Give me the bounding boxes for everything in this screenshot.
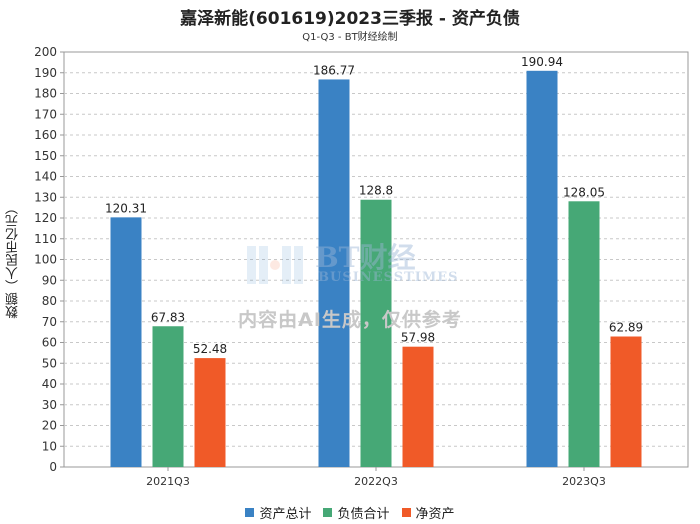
y-tick-label: 130 xyxy=(34,190,57,204)
y-tick-label: 20 xyxy=(42,419,57,433)
legend-swatch xyxy=(401,508,411,517)
data-label: 57.98 xyxy=(401,331,435,345)
data-label: 128.8 xyxy=(359,184,393,198)
y-tick-label: 60 xyxy=(42,336,57,350)
y-tick-label: 170 xyxy=(34,107,57,121)
y-tick-label: 0 xyxy=(49,460,57,474)
legend-label: 负债合计 xyxy=(337,507,390,522)
watermark-note: 内容由AI生成，仅供参考 xyxy=(238,309,462,331)
legend: 资产总计 负债合计 净资产 xyxy=(0,503,700,522)
bar xyxy=(152,326,184,467)
legend-swatch xyxy=(323,508,333,517)
data-label: 67.83 xyxy=(151,310,185,324)
y-tick-label: 70 xyxy=(42,315,57,329)
bar xyxy=(610,336,642,467)
y-tick-label: 30 xyxy=(42,398,57,412)
data-label: 120.31 xyxy=(105,201,147,215)
y-tick-label: 150 xyxy=(34,149,57,163)
bar xyxy=(402,346,434,467)
chart-title: 嘉泽新能(601619)2023三季报 - 资产负债 xyxy=(180,9,520,29)
chart-subtitle: Q1-Q3 - BT财经绘制 xyxy=(302,32,398,43)
y-tick-label: 80 xyxy=(42,294,57,308)
y-tick-label: 10 xyxy=(42,439,57,453)
legend-swatch xyxy=(245,508,255,517)
y-tick-label: 180 xyxy=(34,87,57,101)
legend-item: 净资产 xyxy=(401,503,455,522)
data-label: 52.48 xyxy=(193,342,227,356)
data-label: 186.77 xyxy=(313,63,355,77)
legend-item: 资产总计 xyxy=(245,503,311,522)
legend-label: 资产总计 xyxy=(259,507,312,522)
bar xyxy=(110,217,142,467)
y-tick-label: 140 xyxy=(34,170,57,184)
bar xyxy=(568,201,600,467)
bar xyxy=(526,70,558,467)
y-tick-label: 190 xyxy=(34,66,57,80)
y-tick-label: 200 xyxy=(34,45,57,59)
bar xyxy=(194,358,226,467)
watermark-logo-subtext: BUSINESSTIMES xyxy=(318,270,459,285)
y-tick-label: 50 xyxy=(42,356,57,370)
y-tick-label: 110 xyxy=(34,232,57,246)
y-tick-label: 120 xyxy=(34,211,57,225)
x-tick-label: 2021Q3 xyxy=(146,475,190,488)
legend-label: 净资产 xyxy=(415,507,455,522)
y-tick-label: 160 xyxy=(34,128,57,142)
x-tick-label: 2023Q3 xyxy=(562,475,606,488)
y-tick-label: 40 xyxy=(42,377,57,391)
watermark-logo xyxy=(247,246,303,284)
y-tick-label: 100 xyxy=(34,253,57,267)
y-tick-label: 90 xyxy=(42,273,57,287)
data-label: 62.89 xyxy=(609,321,643,335)
legend-item: 负债合计 xyxy=(323,503,390,522)
bar xyxy=(360,199,392,468)
watermark-logo-text: BT财经 xyxy=(315,241,416,274)
x-tick-label: 2022Q3 xyxy=(354,475,398,488)
data-label: 128.05 xyxy=(563,185,605,199)
bar-chart: 0 10 20 30 40 50 60 70 80 90 100 110 120 130 140 150 160… xyxy=(34,45,689,488)
data-label: 190.94 xyxy=(521,55,563,69)
bar xyxy=(318,79,350,468)
